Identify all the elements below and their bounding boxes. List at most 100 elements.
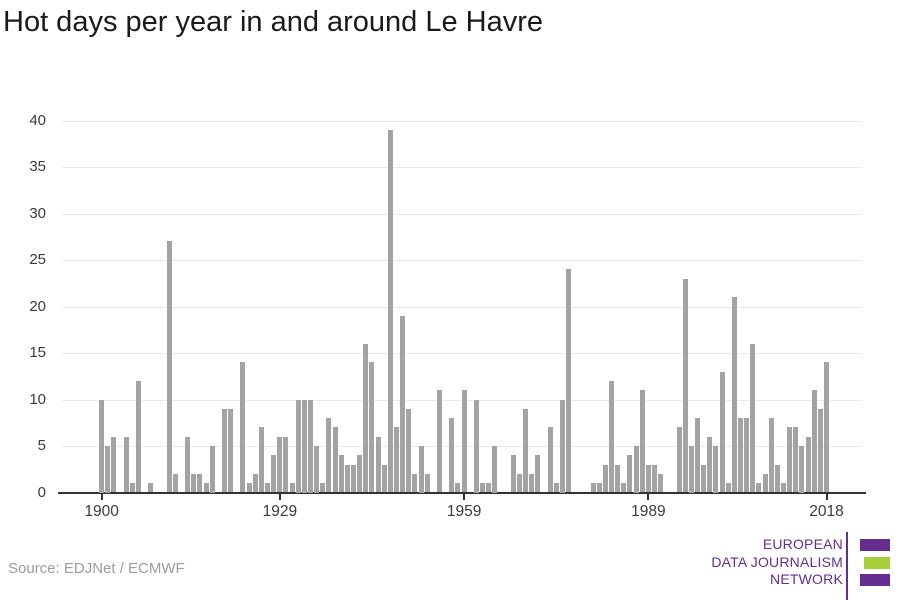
bar-2001[interactable] (719, 371, 725, 493)
bar-1971[interactable] (535, 455, 541, 493)
bar-1936[interactable] (320, 483, 326, 493)
bar-1990[interactable] (652, 464, 657, 493)
bar-1941[interactable] (351, 464, 357, 493)
bar-1917[interactable] (203, 483, 209, 493)
bar-1981[interactable] (596, 483, 602, 493)
bar-1952[interactable] (418, 446, 424, 493)
bar-1957[interactable] (449, 418, 455, 493)
bar-1973[interactable] (547, 427, 553, 493)
bar-1986[interactable] (627, 455, 633, 493)
bar-1911[interactable] (166, 241, 172, 493)
bar-1947[interactable] (387, 129, 393, 493)
bar-2016[interactable] (811, 390, 817, 493)
edjnet-logo[interactable]: EUROPEAN DATA JOURNALISM NETWORK (690, 530, 890, 600)
bar-1989[interactable] (645, 464, 651, 493)
bar-1950[interactable] (406, 408, 412, 493)
bar-1942[interactable] (357, 455, 363, 493)
bar-1939[interactable] (338, 455, 344, 493)
bar-1970[interactable] (529, 473, 535, 493)
bar-1926[interactable] (258, 427, 264, 493)
bar-2018[interactable] (824, 362, 829, 493)
bar-1951[interactable] (412, 473, 418, 493)
bar-1908[interactable] (148, 483, 154, 493)
bar-2006[interactable] (750, 343, 756, 493)
bar-1937[interactable] (326, 418, 332, 493)
bar-1904[interactable] (123, 436, 129, 493)
bar-1930[interactable] (283, 436, 289, 493)
bar-1905[interactable] (129, 483, 135, 493)
bar-1943[interactable] (363, 343, 369, 493)
bar-1934[interactable] (308, 399, 314, 493)
bar-1983[interactable] (609, 380, 615, 493)
bar-1932[interactable] (295, 399, 301, 493)
bar-1927[interactable] (265, 483, 271, 493)
bar-1999[interactable] (707, 436, 713, 493)
bar-1967[interactable] (510, 455, 516, 493)
bar-1968[interactable] (516, 473, 522, 493)
bar-1935[interactable] (314, 446, 320, 493)
bar-2015[interactable] (805, 436, 811, 493)
bar-1969[interactable] (523, 408, 529, 493)
bar-1995[interactable] (682, 278, 688, 493)
bar-2005[interactable] (744, 418, 750, 493)
bar-1991[interactable] (658, 473, 664, 493)
bar-1928[interactable] (271, 455, 277, 493)
bar-2014[interactable] (799, 446, 805, 493)
bar-1921[interactable] (228, 408, 234, 493)
bar-1988[interactable] (639, 390, 645, 493)
bar-1906[interactable] (136, 380, 142, 493)
bar-2009[interactable] (768, 418, 774, 493)
bar-1953[interactable] (424, 473, 430, 493)
bar-1931[interactable] (289, 483, 295, 493)
bar-1924[interactable] (246, 483, 252, 493)
bar-2012[interactable] (787, 427, 793, 493)
bar-1916[interactable] (197, 473, 203, 493)
bar-2002[interactable] (725, 483, 731, 493)
bar-1984[interactable] (615, 464, 621, 493)
bar-1974[interactable] (553, 483, 559, 493)
bar-1920[interactable] (222, 408, 228, 493)
bar-1915[interactable] (191, 473, 197, 493)
bar-1982[interactable] (602, 464, 608, 493)
bar-1912[interactable] (172, 473, 178, 493)
bar-1929[interactable] (277, 436, 283, 493)
bar-1975[interactable] (559, 399, 565, 493)
bar-1962[interactable] (480, 483, 486, 493)
bar-1980[interactable] (590, 483, 596, 493)
bar-1923[interactable] (240, 362, 246, 493)
bar-1987[interactable] (633, 446, 639, 493)
bar-2008[interactable] (762, 473, 768, 493)
bar-1959[interactable] (461, 390, 467, 493)
bar-1925[interactable] (252, 473, 258, 493)
bar-1976[interactable] (566, 269, 572, 493)
bar-1985[interactable] (621, 483, 627, 493)
bar-2004[interactable] (738, 418, 743, 493)
bar-1996[interactable] (688, 446, 694, 493)
bar-2013[interactable] (793, 427, 799, 493)
bar-1901[interactable] (105, 446, 111, 493)
bar-1961[interactable] (473, 399, 479, 493)
bar-1914[interactable] (185, 436, 191, 493)
bar-2010[interactable] (774, 464, 780, 493)
bar-1902[interactable] (111, 436, 117, 493)
bar-2000[interactable] (713, 446, 719, 493)
bar-1933[interactable] (301, 399, 307, 493)
bar-1958[interactable] (455, 483, 461, 493)
bar-1994[interactable] (676, 427, 682, 493)
bar-2011[interactable] (781, 483, 786, 493)
bar-2017[interactable] (817, 408, 823, 493)
bar-2007[interactable] (756, 483, 762, 493)
bar-1963[interactable] (486, 483, 492, 493)
bar-1946[interactable] (381, 464, 387, 493)
bar-1948[interactable] (394, 427, 400, 493)
bar-1997[interactable] (695, 418, 700, 493)
bar-1938[interactable] (332, 427, 338, 493)
bar-1945[interactable] (375, 436, 381, 493)
bar-1940[interactable] (344, 464, 350, 493)
bar-1918[interactable] (209, 446, 215, 493)
bar-1944[interactable] (369, 362, 375, 493)
bar-1955[interactable] (437, 390, 443, 493)
bar-1900[interactable] (99, 399, 105, 493)
bar-1998[interactable] (701, 464, 707, 493)
bar-1964[interactable] (492, 446, 498, 493)
